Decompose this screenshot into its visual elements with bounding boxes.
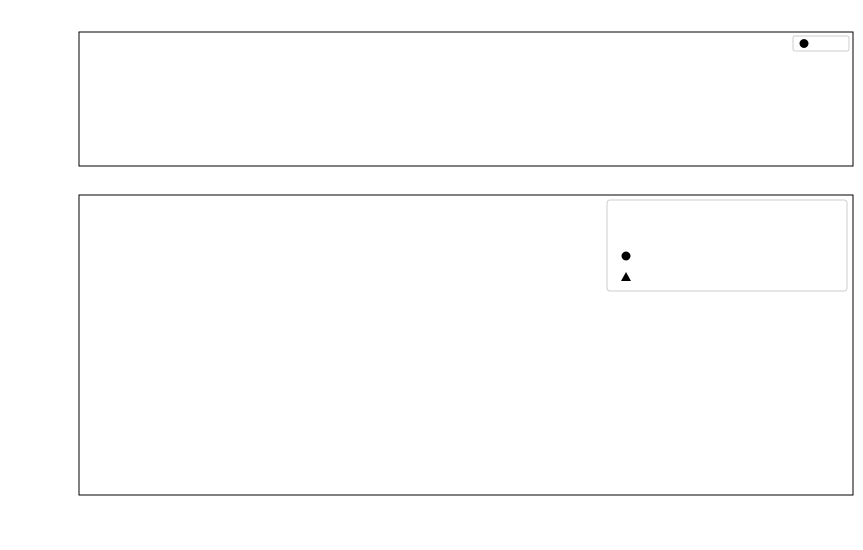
legend-marker-fitted-phot [621,251,631,261]
bottom-axes-frame [78,194,854,496]
bottom-panel [78,194,854,496]
bottom-legend-box [606,199,848,292]
legend-marker-phot-mangled [621,272,631,281]
top-legend-marker-ztf-g [799,39,809,48]
bottom-legend [606,199,848,292]
top-panel [78,31,854,167]
top-legend-box [792,35,850,52]
top-legend [792,35,850,52]
top-axes-frame [78,31,854,167]
